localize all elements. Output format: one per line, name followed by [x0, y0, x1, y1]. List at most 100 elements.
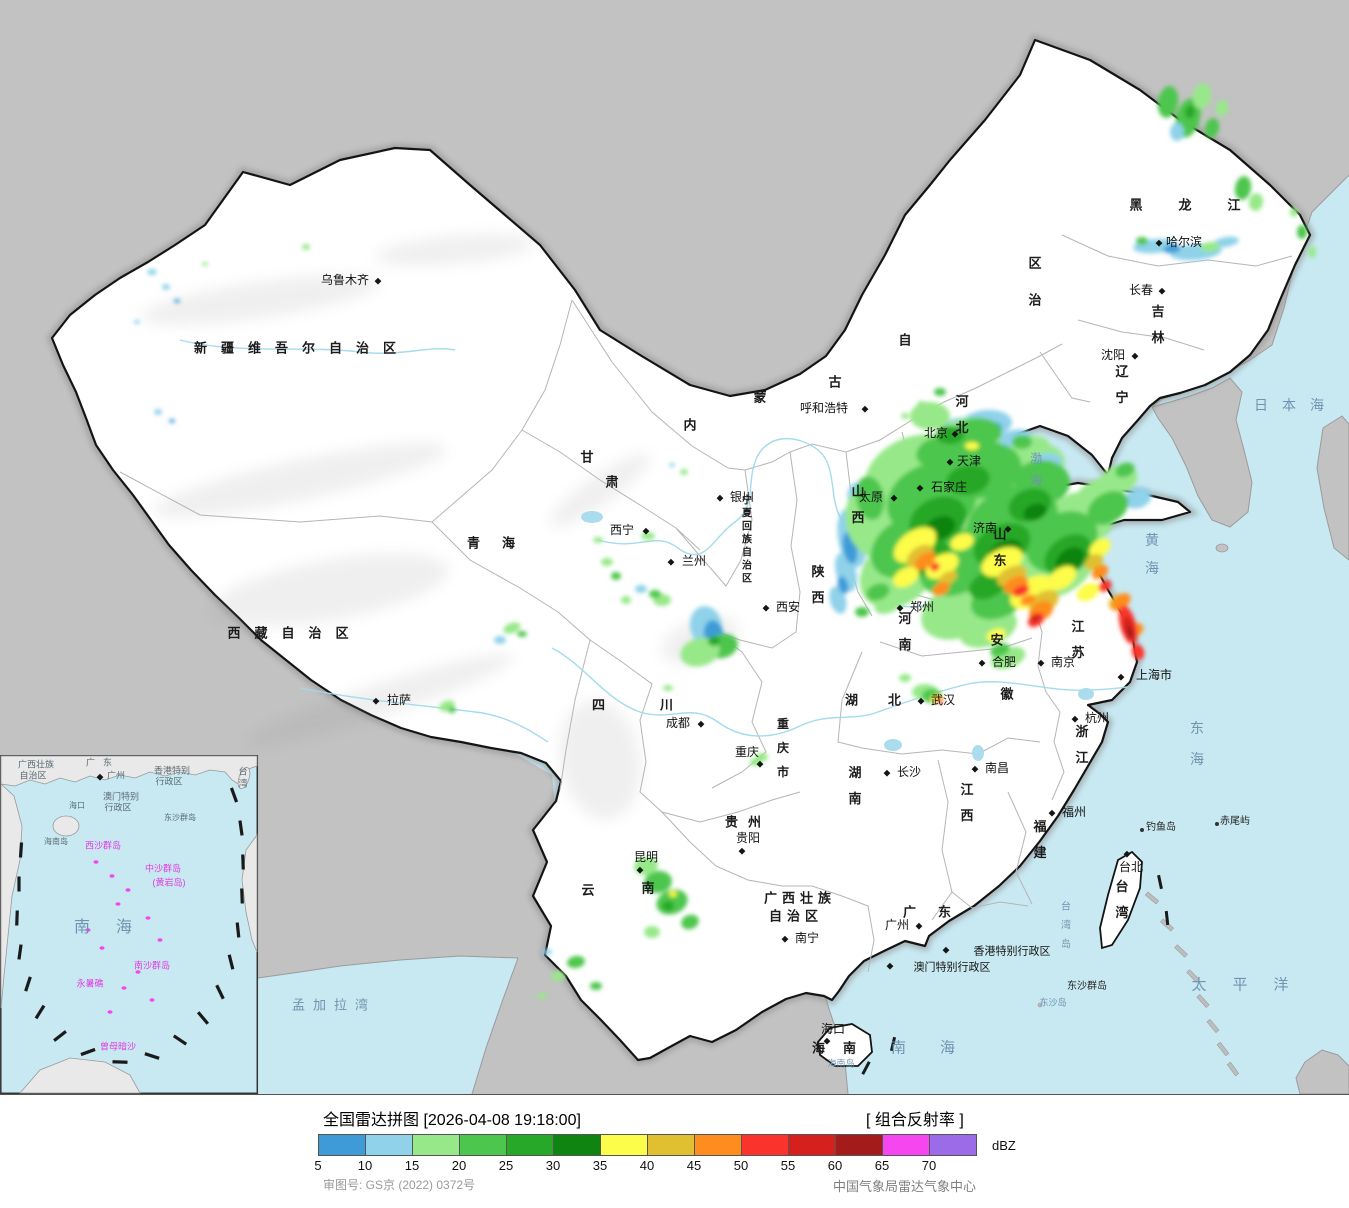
radar-echo — [169, 419, 175, 423]
radar-echo — [162, 284, 170, 290]
radar-echo — [134, 320, 140, 324]
boundary-dash — [196, 1011, 210, 1025]
chiwei-islet-dot — [1215, 822, 1219, 826]
radar-echo — [1297, 225, 1307, 239]
radar-echo — [936, 426, 964, 444]
ryukyu-islet — [1206, 1018, 1220, 1034]
rivers — [179, 339, 1129, 743]
radar-echo — [932, 582, 950, 596]
ryukyu-islet — [1216, 1041, 1230, 1057]
colorbar-cell-40 — [648, 1135, 695, 1155]
diaoyu-island-dot — [1140, 828, 1144, 832]
radar-echo — [503, 622, 521, 634]
radar-echo — [893, 566, 919, 588]
ryukyu-islet — [1144, 891, 1160, 905]
colorbar-cell-25 — [507, 1135, 554, 1155]
radar-echo — [1020, 594, 1036, 606]
radar-echo — [986, 628, 1006, 642]
clutter-speckle — [109, 874, 115, 878]
radar-echo — [1163, 244, 1181, 254]
lakes — [581, 511, 1094, 761]
radar-echo — [1124, 487, 1152, 509]
radar-echo — [1012, 585, 1030, 597]
boundary-dash — [144, 1052, 160, 1060]
radar-echo — [1091, 564, 1109, 580]
clutter-speckle — [149, 998, 155, 1002]
radar-echo — [750, 758, 762, 766]
radar-echo — [680, 469, 688, 475]
colorbar-cell-45 — [695, 1135, 742, 1155]
japan-coast — [1316, 415, 1349, 561]
radar-echo — [593, 537, 603, 543]
radar-echo — [965, 442, 979, 450]
clutter-speckle — [157, 938, 163, 942]
radar-echo-layer — [134, 83, 1316, 999]
radar-echo — [302, 244, 310, 250]
hainan-island — [817, 1023, 873, 1067]
colorbar-cell-10 — [366, 1135, 413, 1155]
radar-echo — [1157, 86, 1179, 118]
radar-echo — [494, 636, 506, 644]
radar-echo — [517, 631, 527, 637]
radar-echo — [635, 585, 647, 593]
radar-echo — [551, 971, 565, 981]
radar-echo — [1184, 105, 1196, 119]
radar-echo — [680, 637, 720, 667]
radar-echo — [1047, 565, 1077, 591]
jeju-island — [1215, 543, 1229, 553]
terrain-shading — [141, 234, 739, 820]
philippines-luzon — [1295, 1049, 1349, 1094]
colorbar-cell-55 — [789, 1135, 836, 1155]
radar-echo — [567, 955, 585, 969]
colorbar-cell-35 — [601, 1135, 648, 1155]
radar-echo — [1115, 462, 1135, 478]
radar-echo — [938, 570, 958, 586]
radar-echo — [542, 949, 552, 955]
boundary-dash — [229, 787, 239, 803]
boundary-dash — [240, 888, 244, 904]
radar-echo — [829, 586, 847, 614]
radar-echo — [1131, 644, 1145, 660]
taiwan-island — [1099, 850, 1143, 950]
radar-echo — [930, 562, 940, 572]
radar-echo — [899, 674, 911, 682]
radar-echo — [537, 993, 547, 999]
reflectivity-colorbar — [318, 1134, 977, 1156]
radar-echo — [910, 402, 950, 430]
radar-echo — [1170, 123, 1184, 141]
boundary-dash — [1164, 910, 1170, 926]
radar-echo — [669, 463, 675, 467]
radar-echo — [1308, 246, 1316, 258]
nine-dash-line-main — [861, 874, 1170, 1075]
colorbar-tick: 15 — [404, 1158, 420, 1173]
colorbar-cell-50 — [742, 1135, 789, 1155]
colorbar-tick: 45 — [686, 1158, 702, 1173]
radar-echo — [1248, 193, 1264, 211]
nine-dash-line-inset — [15, 787, 245, 1064]
radar-echo — [1087, 490, 1129, 526]
radar-echo — [1136, 237, 1148, 245]
clutter-speckle — [125, 888, 131, 892]
colorbar-tick: 5 — [314, 1158, 322, 1173]
boundary-dash — [241, 854, 245, 870]
product-name: [ 组合反射率 ] — [866, 1112, 964, 1129]
radar-echo — [154, 409, 162, 415]
boundary-dash — [18, 842, 24, 858]
radar-echo — [1213, 236, 1239, 248]
radar-echo — [1290, 207, 1298, 217]
radar-echo — [950, 533, 974, 551]
clutter-speckle — [145, 916, 151, 920]
colorbar-tick: 70 — [921, 1158, 937, 1173]
clutter-speckle — [135, 970, 141, 974]
radar-echo — [914, 552, 936, 570]
ryukyu-islet — [1186, 969, 1200, 983]
radar-echo — [855, 476, 885, 520]
boundary-dash — [112, 1060, 128, 1064]
radar-echo — [641, 532, 655, 540]
radar-echo — [663, 685, 673, 691]
colorbar-cell-20 — [460, 1135, 507, 1155]
colorbar-tick: 10 — [357, 1158, 373, 1173]
ryukyu-islet — [1196, 994, 1210, 1008]
radar-echo — [611, 572, 621, 580]
